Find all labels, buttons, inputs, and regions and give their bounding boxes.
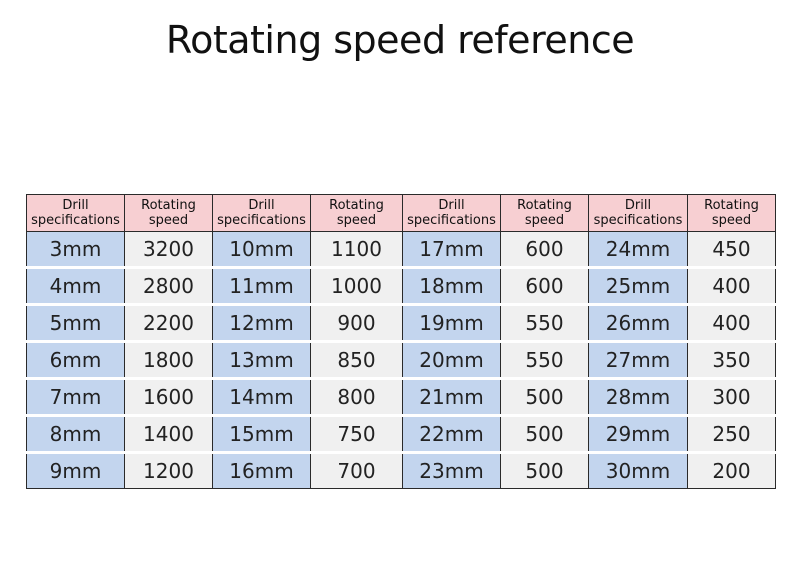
drill-spec-cell: 18mm bbox=[402, 266, 501, 305]
header-line: Drill bbox=[62, 198, 89, 213]
rotating-speed-cell: 200 bbox=[687, 451, 776, 489]
rotating-speed-cell: 550 bbox=[500, 340, 589, 379]
rotating-speed-cell: 1400 bbox=[124, 414, 213, 453]
rotating-speed-cell: 500 bbox=[500, 414, 589, 453]
header-rotating-speed: Rotating speed bbox=[124, 194, 213, 232]
rotating-speed-cell: 400 bbox=[687, 303, 776, 342]
rotating-speed-cell: 500 bbox=[500, 377, 589, 416]
rotating-speed-table: Drill specifications Rotating speed Drill spe… bbox=[26, 194, 776, 489]
rotating-speed-cell: 600 bbox=[500, 231, 589, 268]
header-line: Rotating bbox=[517, 198, 572, 213]
table-row: 8mm 1400 15mm 750 22mm 500 29mm 250 bbox=[26, 414, 776, 453]
drill-spec-cell: 4mm bbox=[26, 266, 125, 305]
page-title: Rotating speed reference bbox=[165, 18, 635, 62]
drill-spec-cell: 11mm bbox=[212, 266, 311, 305]
drill-spec-cell: 21mm bbox=[402, 377, 501, 416]
header-drill-specifications: Drill specifications bbox=[402, 194, 501, 232]
header-line: Drill bbox=[624, 198, 652, 213]
rotating-speed-cell: 700 bbox=[310, 451, 403, 489]
header-drill-specifications: Drill specifications bbox=[26, 194, 125, 232]
table-body: 3mm 3200 10mm 1100 17mm 600 24mm 450 4mm 2800 11mm… bbox=[26, 231, 776, 489]
table-row: 3mm 3200 10mm 1100 17mm 600 24mm 450 bbox=[26, 231, 776, 268]
rotating-speed-cell: 300 bbox=[687, 377, 776, 416]
rotating-speed-cell: 400 bbox=[687, 266, 776, 305]
drill-spec-cell: 26mm bbox=[588, 303, 688, 342]
drill-spec-cell: 25mm bbox=[588, 266, 688, 305]
rotating-speed-cell: 2800 bbox=[124, 266, 213, 305]
header-drill-specifications: Drill specifications bbox=[212, 194, 311, 232]
drill-spec-cell: 24mm bbox=[588, 231, 688, 268]
header-rotating-speed: Rotating speed bbox=[687, 194, 776, 232]
rotating-speed-cell: 500 bbox=[500, 451, 589, 489]
rotating-speed-cell: 1000 bbox=[310, 266, 403, 305]
rotating-speed-cell: 800 bbox=[310, 377, 403, 416]
rotating-speed-cell: 350 bbox=[687, 340, 776, 379]
drill-spec-cell: 28mm bbox=[588, 377, 688, 416]
table-row: 7mm 1600 14mm 800 21mm 500 28mm 300 bbox=[26, 377, 776, 416]
header-line: speed bbox=[524, 213, 565, 228]
drill-spec-cell: 29mm bbox=[588, 414, 688, 453]
table-row: 9mm 1200 16mm 700 23mm 500 30mm 200 bbox=[26, 451, 776, 489]
drill-spec-cell: 15mm bbox=[212, 414, 311, 453]
drill-spec-cell: 30mm bbox=[588, 451, 688, 489]
drill-spec-cell: 13mm bbox=[212, 340, 311, 379]
drill-spec-cell: 20mm bbox=[402, 340, 501, 379]
header-line: speed bbox=[336, 213, 377, 228]
rotating-speed-cell: 1600 bbox=[124, 377, 213, 416]
header-drill-specifications: Drill specifications bbox=[588, 194, 688, 232]
drill-spec-cell: 23mm bbox=[402, 451, 501, 489]
header-line: Drill bbox=[438, 198, 465, 213]
rotating-speed-cell: 1800 bbox=[124, 340, 213, 379]
drill-spec-cell: 22mm bbox=[402, 414, 501, 453]
header-line: specifications bbox=[407, 213, 496, 228]
table-row: 4mm 2800 11mm 1000 18mm 600 25mm 400 bbox=[26, 266, 776, 305]
header-line: specifications bbox=[217, 213, 306, 228]
drill-spec-cell: 27mm bbox=[588, 340, 688, 379]
header-line: specifications bbox=[31, 213, 120, 228]
drill-spec-cell: 3mm bbox=[26, 231, 125, 268]
header-line: Rotating bbox=[704, 198, 759, 213]
rotating-speed-cell: 450 bbox=[687, 231, 776, 268]
drill-spec-cell: 12mm bbox=[212, 303, 311, 342]
header-line: speed bbox=[711, 213, 752, 228]
drill-spec-cell: 19mm bbox=[402, 303, 501, 342]
rotating-speed-cell: 250 bbox=[687, 414, 776, 453]
rotating-speed-cell: 1200 bbox=[124, 451, 213, 489]
table-row: 6mm 1800 13mm 850 20mm 550 27mm 350 bbox=[26, 340, 776, 379]
rotating-speed-cell: 750 bbox=[310, 414, 403, 453]
header-line: specifications bbox=[593, 213, 683, 228]
rotating-speed-cell: 900 bbox=[310, 303, 403, 342]
header-line: Rotating bbox=[329, 198, 384, 213]
rotating-speed-cell: 2200 bbox=[124, 303, 213, 342]
header-line: speed bbox=[148, 213, 189, 228]
drill-spec-cell: 8mm bbox=[26, 414, 125, 453]
header-rotating-speed: Rotating speed bbox=[500, 194, 589, 232]
header-line: Drill bbox=[248, 198, 275, 213]
drill-spec-cell: 7mm bbox=[26, 377, 125, 416]
drill-spec-cell: 14mm bbox=[212, 377, 311, 416]
drill-spec-cell: 10mm bbox=[212, 231, 311, 268]
rotating-speed-cell: 550 bbox=[500, 303, 589, 342]
drill-spec-cell: 6mm bbox=[26, 340, 125, 379]
drill-spec-cell: 17mm bbox=[402, 231, 501, 268]
table-row: 5mm 2200 12mm 900 19mm 550 26mm 400 bbox=[26, 303, 776, 342]
drill-spec-cell: 16mm bbox=[212, 451, 311, 489]
header-line: Rotating bbox=[141, 198, 196, 213]
rotating-speed-cell: 850 bbox=[310, 340, 403, 379]
rotating-speed-cell: 3200 bbox=[124, 231, 213, 268]
header-rotating-speed: Rotating speed bbox=[310, 194, 403, 232]
header-row: Drill specifications Rotating speed Drill spe… bbox=[26, 194, 776, 232]
rotating-speed-cell: 1100 bbox=[310, 231, 403, 268]
rotating-speed-cell: 600 bbox=[500, 266, 589, 305]
drill-spec-cell: 9mm bbox=[26, 451, 125, 489]
drill-spec-cell: 5mm bbox=[26, 303, 125, 342]
